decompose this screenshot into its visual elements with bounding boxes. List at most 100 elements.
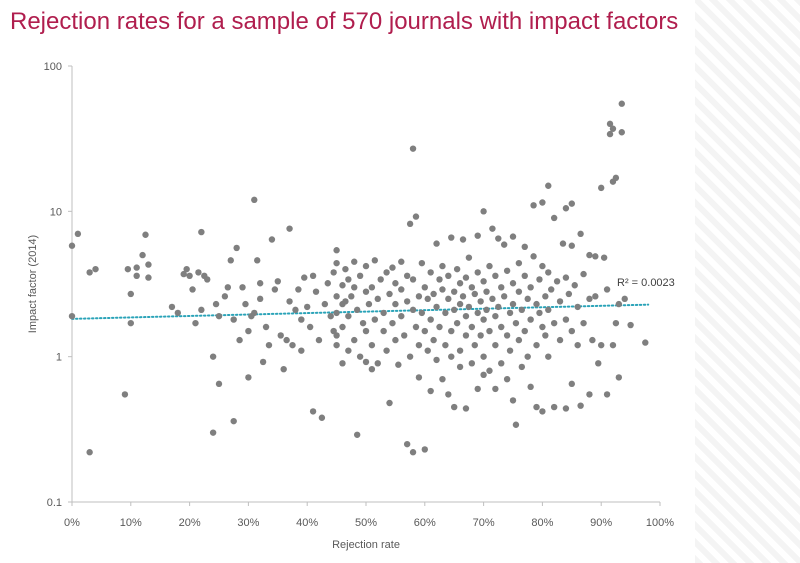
data-point [295, 286, 302, 293]
data-point [371, 316, 379, 323]
data-point [533, 300, 540, 308]
data-point [192, 319, 199, 327]
data-point [324, 280, 331, 287]
data-point [245, 327, 252, 335]
data-point [474, 269, 481, 276]
data-point [539, 199, 546, 206]
x-tick-label: 100% [646, 517, 674, 529]
data-point [424, 295, 431, 303]
data-point [451, 288, 458, 295]
data-point [468, 323, 476, 331]
data-point [465, 254, 473, 261]
data-point [304, 303, 311, 311]
data-point [204, 276, 211, 283]
data-point [424, 347, 431, 354]
data-point [480, 208, 487, 215]
data-point [353, 306, 361, 314]
data-point [168, 303, 176, 311]
data-point [403, 272, 411, 280]
data-point [209, 429, 217, 436]
data-point [412, 213, 420, 220]
data-point [418, 259, 426, 267]
data-point [145, 274, 152, 281]
data-point [68, 242, 76, 249]
data-point [298, 347, 305, 354]
x-tick-label: 70% [473, 517, 495, 529]
data-point [351, 336, 358, 344]
data-point [353, 431, 361, 438]
data-point [536, 309, 543, 317]
data-point [498, 284, 505, 291]
data-point [509, 397, 517, 404]
data-point [492, 385, 499, 393]
data-point [401, 332, 408, 339]
data-point [292, 306, 299, 314]
data-point [474, 232, 481, 239]
data-point [195, 269, 202, 276]
x-tick-label: 90% [590, 517, 612, 529]
data-point [189, 286, 196, 293]
data-point [421, 446, 428, 453]
data-point [415, 293, 423, 300]
data-point [539, 408, 546, 415]
data-point [359, 319, 367, 327]
data-point [515, 259, 523, 267]
data-point [586, 391, 593, 398]
data-point [527, 383, 534, 391]
data-point [486, 367, 493, 374]
data-point [371, 257, 379, 264]
data-point [383, 347, 390, 354]
data-point [486, 262, 493, 270]
data-point [515, 336, 523, 344]
data-point [439, 286, 446, 293]
data-point [251, 196, 258, 204]
data-point [536, 276, 543, 283]
data-point [506, 347, 514, 354]
x-tick-label: 40% [296, 517, 318, 529]
data-point [480, 353, 487, 360]
data-point [574, 341, 581, 349]
data-point [442, 309, 449, 317]
data-point [339, 323, 346, 331]
data-point [406, 353, 414, 360]
data-point [403, 298, 411, 305]
data-point [556, 336, 564, 344]
data-point [333, 309, 340, 317]
data-point [471, 290, 478, 298]
data-point [577, 230, 584, 238]
data-point [615, 300, 623, 308]
data-point [286, 298, 293, 305]
data-point [462, 332, 470, 339]
data-point [642, 339, 649, 346]
chart-title: Rejection rates for a sample of 570 jour… [10, 8, 679, 35]
data-point [500, 293, 508, 300]
data-point [280, 365, 287, 373]
data-point [477, 332, 484, 339]
x-tick-label: 10% [120, 517, 142, 529]
data-point [392, 280, 399, 287]
data-point [480, 371, 487, 379]
data-point [462, 274, 470, 281]
data-point [333, 247, 340, 254]
data-point [374, 360, 381, 367]
data-point [483, 288, 490, 295]
data-point [386, 290, 393, 298]
data-point [548, 286, 555, 293]
data-point [142, 231, 149, 238]
data-point [448, 234, 455, 241]
data-point [539, 262, 546, 270]
data-point [448, 353, 455, 360]
data-point [286, 225, 293, 232]
data-point [342, 265, 349, 273]
data-point [448, 327, 455, 335]
data-point [530, 202, 537, 209]
data-point [145, 261, 152, 268]
data-point [348, 293, 355, 300]
data-point [542, 293, 549, 300]
data-point [339, 282, 346, 289]
y-tick-label: 10 [50, 206, 62, 218]
data-point [562, 316, 570, 323]
data-point [356, 353, 364, 360]
data-point [259, 358, 267, 366]
data-point [212, 300, 220, 308]
